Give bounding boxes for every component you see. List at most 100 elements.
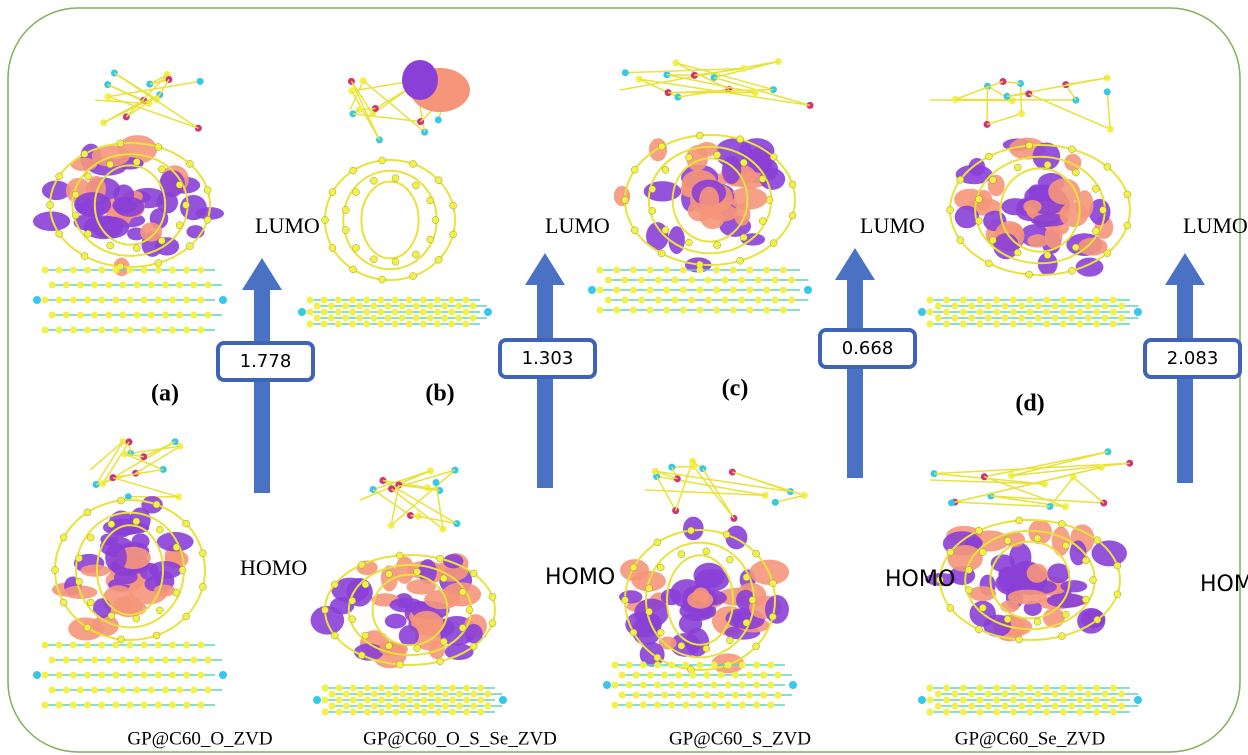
atom xyxy=(1085,315,1092,322)
atom xyxy=(1094,537,1101,544)
atom xyxy=(739,702,746,709)
atom xyxy=(985,153,992,160)
atom xyxy=(427,315,434,322)
atom xyxy=(747,307,754,314)
atom xyxy=(753,550,760,557)
atom xyxy=(406,321,413,328)
atom xyxy=(437,555,444,562)
atom xyxy=(119,282,126,289)
atom xyxy=(738,297,745,304)
atom xyxy=(985,703,992,710)
atom xyxy=(1060,309,1067,316)
atom xyxy=(789,212,796,219)
atom xyxy=(1018,691,1025,698)
atom xyxy=(85,173,92,180)
atom xyxy=(640,702,647,709)
atom xyxy=(42,702,49,709)
atom xyxy=(723,531,730,538)
atom xyxy=(63,657,70,664)
atom xyxy=(322,709,329,716)
atom xyxy=(435,177,442,184)
atom xyxy=(362,581,369,588)
atom xyxy=(977,697,984,704)
atom xyxy=(1018,703,1025,710)
atom xyxy=(1010,309,1017,316)
atom xyxy=(640,682,647,689)
atom xyxy=(697,702,704,709)
atom xyxy=(1060,697,1067,704)
atom xyxy=(968,691,975,698)
orbital-lobe xyxy=(105,543,127,572)
atom xyxy=(199,583,206,590)
atom xyxy=(943,297,950,304)
atom xyxy=(117,497,124,504)
atom xyxy=(597,307,604,314)
atom xyxy=(434,297,441,304)
atom xyxy=(70,672,77,679)
atom xyxy=(396,552,403,559)
atom xyxy=(597,267,604,274)
atom xyxy=(622,277,629,284)
atom xyxy=(414,691,421,698)
atom xyxy=(63,312,70,319)
atom xyxy=(484,703,491,710)
atom xyxy=(952,315,959,322)
atom xyxy=(197,297,204,304)
atom xyxy=(633,672,640,679)
atom xyxy=(357,691,364,698)
atom xyxy=(134,687,141,694)
atom xyxy=(117,636,124,643)
atom xyxy=(127,672,134,679)
atom xyxy=(1043,309,1050,316)
h-atom xyxy=(918,696,926,704)
atom xyxy=(943,321,950,328)
atom xyxy=(975,196,982,203)
atom xyxy=(927,685,934,692)
atom xyxy=(407,709,414,716)
atom xyxy=(155,144,162,151)
atom xyxy=(349,297,356,304)
atom xyxy=(1094,616,1101,623)
atom xyxy=(755,277,762,284)
atom xyxy=(726,637,733,644)
atom xyxy=(105,687,112,694)
atom xyxy=(56,327,63,334)
atom xyxy=(622,69,629,76)
atom xyxy=(1077,309,1084,316)
atom xyxy=(70,702,77,709)
orbital-lobe xyxy=(1028,184,1044,199)
atom xyxy=(155,297,162,304)
orbital-lobe xyxy=(1091,540,1126,566)
atom xyxy=(1068,315,1075,322)
atom xyxy=(197,78,204,85)
atom xyxy=(414,703,421,710)
atom xyxy=(335,309,342,316)
atom xyxy=(384,315,391,322)
atom xyxy=(687,527,694,534)
atom xyxy=(1010,685,1017,692)
atom xyxy=(127,327,134,334)
atom xyxy=(1068,303,1075,310)
atom xyxy=(1110,321,1117,328)
atom xyxy=(630,307,637,314)
atom xyxy=(183,297,190,304)
atom xyxy=(1110,685,1117,692)
atom xyxy=(56,267,63,274)
atom xyxy=(441,303,448,310)
atom xyxy=(780,287,787,294)
atom xyxy=(1044,161,1051,168)
atom xyxy=(349,309,356,316)
atom xyxy=(630,267,637,274)
atom xyxy=(449,685,456,692)
atom xyxy=(385,571,392,578)
atom xyxy=(77,282,84,289)
atom xyxy=(169,267,176,274)
arrow-shaft xyxy=(537,283,553,488)
atom xyxy=(462,297,469,304)
atom xyxy=(98,327,105,334)
atom xyxy=(477,709,484,716)
atom xyxy=(1026,271,1033,278)
atom xyxy=(448,309,455,316)
atom xyxy=(737,257,744,264)
atom xyxy=(789,181,796,188)
